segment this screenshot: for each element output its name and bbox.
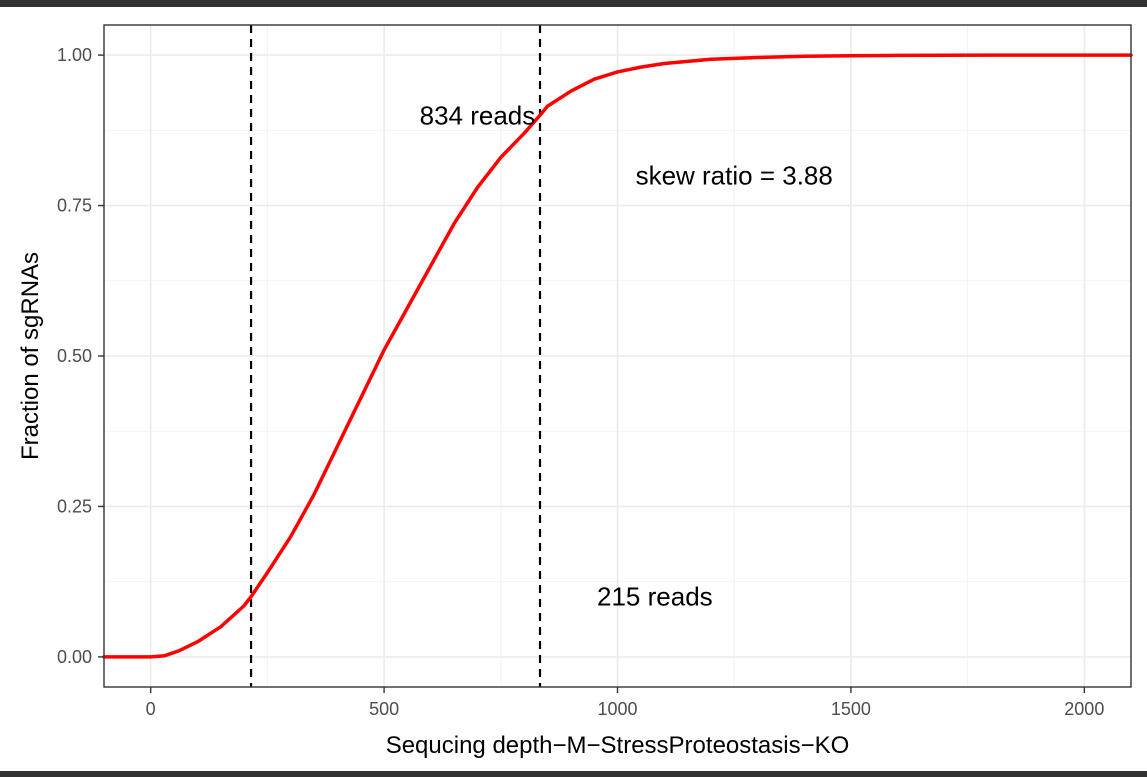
y-tick-label: 1.00 [57,45,92,65]
x-tick-label: 500 [369,699,399,719]
y-tick-label: 0.75 [57,196,92,216]
annotation-label: skew ratio = 3.88 [636,160,833,190]
x-axis-title: Sequcing depth−M−StressProteostasis−KO [386,732,850,759]
cumulative-fraction-line [102,53,1133,659]
x-tick-label: 2000 [1064,699,1104,719]
top-border [0,0,1147,7]
grid-minor [104,25,1131,687]
y-axis-title: Fraction of sgRNAs [17,252,44,460]
y-tick-label: 0.25 [57,496,92,516]
x-axis-ticks: 0 500 1000 1500 2000 [146,687,1104,719]
x-tick-label: 0 [146,699,156,719]
threshold-lines [249,25,542,687]
annotation-label: 834 reads [420,100,536,130]
bottom-border [0,771,1147,777]
x-tick-label: 1000 [597,699,637,719]
y-tick-label: 0.00 [57,647,92,667]
x-tick-label: 1500 [831,699,871,719]
y-tick-label: 0.50 [57,346,92,366]
annotation-layer: 834 reads skew ratio = 3.88 215 reads [420,100,833,611]
series-layer [102,53,1133,659]
y-axis-ticks: 0.00 0.25 0.50 0.75 1.00 [57,45,104,667]
annotation-label: 215 reads [597,582,713,612]
